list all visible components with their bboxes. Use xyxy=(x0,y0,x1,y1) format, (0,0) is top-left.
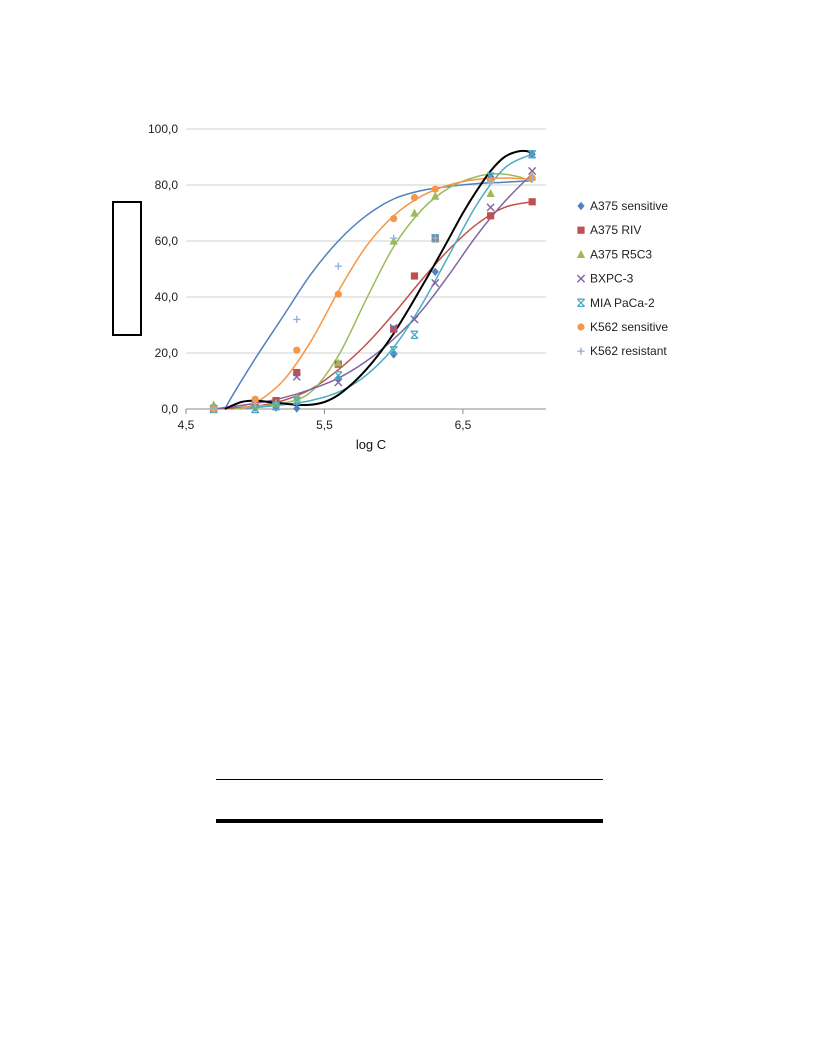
data-point-x xyxy=(486,203,495,212)
legend-label: A375 sensitive xyxy=(590,199,668,213)
y-tick-label: 20,0 xyxy=(155,346,179,360)
data-point-square xyxy=(390,325,398,333)
data-point-diamond xyxy=(293,404,301,413)
x-tick-label: 5,5 xyxy=(316,418,333,432)
gridlines xyxy=(185,128,546,414)
data-points xyxy=(209,149,537,414)
trendline xyxy=(241,177,533,410)
data-point-asterisk xyxy=(486,172,495,181)
data-point-triangle xyxy=(334,358,343,367)
data-point-asterisk xyxy=(410,330,419,340)
y-tick-label: 100,0 xyxy=(148,122,178,136)
data-point-asterisk xyxy=(389,345,398,355)
data-point-plus xyxy=(390,234,398,242)
trendline xyxy=(213,173,533,410)
data-point-asterisk xyxy=(528,149,537,159)
data-point-plus xyxy=(210,405,218,413)
legend: A375 sensitive A375 RIV A375 R5C3 BXPC-3 MIA… xyxy=(576,199,668,358)
y-axis-label-box xyxy=(112,201,142,336)
data-point-triangle xyxy=(410,208,419,217)
data-point-circle xyxy=(431,185,439,193)
data-point-square xyxy=(293,369,301,377)
data-point-plus xyxy=(528,175,536,183)
y-tick-label: 0,0 xyxy=(161,402,178,416)
legend-label: A375 RIV xyxy=(590,223,641,237)
data-point-x xyxy=(292,372,301,381)
x-tick-label: 6,5 xyxy=(455,418,472,432)
data-point-diamond xyxy=(577,201,585,211)
data-point-circle xyxy=(410,194,419,202)
data-point-asterisk xyxy=(334,371,343,380)
data-point-circle xyxy=(334,290,342,298)
data-point-x xyxy=(389,323,398,332)
tick-labels: 0,0 20,0 40,0 60,0 80,0 100,0 4,5 5,5 6,5 xyxy=(148,122,472,432)
data-point-square xyxy=(410,272,419,280)
data-point-circle xyxy=(577,323,585,331)
data-point-plus xyxy=(334,262,342,270)
data-point-diamond xyxy=(431,267,439,276)
x-axis-title: log C xyxy=(356,437,386,452)
data-point-circle xyxy=(251,395,259,403)
data-point-plus xyxy=(293,315,301,323)
trendlines xyxy=(213,149,533,410)
y-tick-label: 40,0 xyxy=(155,290,179,304)
data-point-square xyxy=(577,226,585,234)
data-point-asterisk xyxy=(292,396,301,405)
data-point-x xyxy=(410,315,419,324)
data-point-circle xyxy=(390,215,398,223)
data-point-triangle xyxy=(486,189,495,197)
data-point-x xyxy=(576,274,586,283)
legend-label: K562 resistant xyxy=(590,344,667,358)
data-point-square xyxy=(487,212,495,220)
data-point-square xyxy=(528,198,536,206)
data-point-triangle xyxy=(576,250,586,258)
table-top-rule xyxy=(216,779,603,780)
data-point-triangle xyxy=(431,191,440,200)
data-point-x xyxy=(431,278,440,288)
y-tick-label: 80,0 xyxy=(155,178,179,192)
legend-label: A375 R5C3 xyxy=(590,247,652,261)
data-point-plus xyxy=(251,399,259,407)
data-point-x xyxy=(528,166,537,176)
data-point-circle xyxy=(293,346,301,354)
data-point-asterisk xyxy=(576,298,586,308)
legend-label: K562 sensitive xyxy=(590,320,668,334)
table-thick-rule xyxy=(216,819,603,823)
legend-label: MIA PaCa-2 xyxy=(590,296,655,310)
trendline xyxy=(234,173,533,410)
y-tick-label: 60,0 xyxy=(155,234,179,248)
data-point-asterisk xyxy=(251,404,260,414)
data-point-plus xyxy=(487,178,495,186)
trendline xyxy=(224,149,533,410)
data-point-plus xyxy=(431,234,439,242)
data-point-x xyxy=(334,378,343,387)
legend-label: BXPC-3 xyxy=(590,272,634,286)
data-point-plus xyxy=(577,347,585,355)
trendline xyxy=(241,153,533,410)
trendline xyxy=(224,180,533,410)
trendline xyxy=(213,201,533,410)
x-tick-label: 4,5 xyxy=(178,418,195,432)
data-point-asterisk xyxy=(271,401,281,411)
